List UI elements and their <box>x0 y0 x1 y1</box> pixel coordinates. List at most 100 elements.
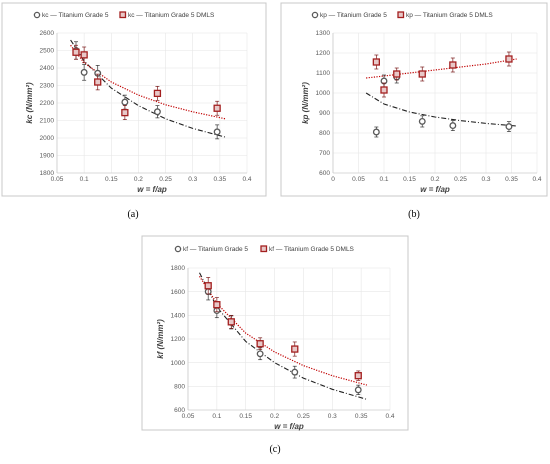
legend-label: kf — Titanium Grade 5 <box>183 246 248 253</box>
panel-a-frame <box>1 2 267 197</box>
data-point-square <box>380 86 388 94</box>
caption-b: (b) <box>408 209 420 220</box>
y-axis-label: kc (N/mm²) <box>25 82 34 124</box>
legend-marker-square <box>119 11 127 19</box>
y-tick-label: 2600 <box>40 30 55 37</box>
legend-marker-circle <box>33 11 41 19</box>
y-tick-label: 800 <box>174 384 185 391</box>
panel-c-frame <box>141 235 409 431</box>
data-point-square <box>393 70 401 78</box>
caption-c: (c) <box>269 444 280 455</box>
x-tick-label: 0.3 <box>328 413 337 420</box>
x-tick-label: 0.05 <box>352 176 365 183</box>
x-tick-label: 0.2 <box>134 176 143 183</box>
y-tick-label: 1300 <box>316 30 331 37</box>
data-point-square <box>291 345 299 353</box>
y-tick-label: 1600 <box>171 289 186 296</box>
panel-a: 1800 1900 2000 2100 2200 2300 2400 2500 2600 0.05… <box>1 2 267 220</box>
legend-label: kp — Titanium Grade 5 DMLS <box>406 12 493 19</box>
y-tick-label: 1000 <box>171 360 186 367</box>
x-tick-label: 0.05 <box>182 413 195 420</box>
data-point-square <box>372 58 381 66</box>
legend-label: kf — Titanium Grade 5 DMLS <box>269 246 355 253</box>
legend-label: kp — Titanium Grade 5 <box>320 12 387 19</box>
x-tick-label: 0.35 <box>355 413 368 420</box>
x-tick-label: 0.2 <box>270 413 279 420</box>
data-point-circle <box>80 68 88 76</box>
y-tick-label: 1200 <box>171 336 186 343</box>
y-tick-label: 2000 <box>40 135 55 142</box>
data-point-square <box>204 282 212 290</box>
y-tick-label: 2100 <box>40 118 55 125</box>
y-tick-label: 1200 <box>316 50 331 57</box>
panel-c: 600 800 1000 1200 1400 1600 1800 0.05 0.1 0.15 0.2… <box>141 235 409 455</box>
data-point-square <box>121 108 129 117</box>
data-point-square <box>227 318 235 326</box>
y-tick-label: 1000 <box>316 90 331 97</box>
data-point-circle <box>291 368 299 376</box>
x-tick-label: 0.25 <box>454 176 467 183</box>
y-tick-label: 600 <box>174 407 185 414</box>
x-tick-label: 0.25 <box>159 176 172 183</box>
data-point-circle <box>449 122 457 130</box>
x-tick-label: 0.3 <box>481 176 490 183</box>
x-tick-label: 0.4 <box>385 413 394 420</box>
x-tick-label: 0.1 <box>80 176 89 183</box>
y-axis-label: kf (N/mm²) <box>156 319 165 359</box>
chart-b: 600 700 800 900 1000 1100 1200 1300 0 0.05 0.1 0.15… <box>301 11 542 194</box>
y-tick-label: 800 <box>319 130 330 137</box>
data-point-square <box>449 61 457 69</box>
chart-a: 1800 1900 2000 2100 2200 2300 2400 2500 2600 0.05… <box>25 11 252 194</box>
chart-c: 600 800 1000 1200 1400 1600 1800 0.05 0.1 0.15 0.2… <box>156 245 395 431</box>
x-tick-label: 0.35 <box>505 176 518 183</box>
data-point-square <box>505 55 513 63</box>
x-axis-label: w = f/ap <box>274 422 304 431</box>
data-point-circle <box>505 123 513 131</box>
legend-label: kc — Titanium Grade 5 DMLS <box>128 12 215 19</box>
y-tick-label: 2300 <box>40 83 55 90</box>
legend-marker-square <box>260 245 268 253</box>
data-point-circle <box>153 108 161 116</box>
x-tick-label: 0.15 <box>105 176 118 183</box>
x-tick-label: 0.35 <box>214 176 227 183</box>
x-tick-label: 0.4 <box>532 176 541 183</box>
y-tick-label: 1100 <box>316 70 330 77</box>
data-point-circle <box>418 117 426 125</box>
fit-curve-wrought <box>199 272 368 400</box>
data-point-square <box>72 48 80 56</box>
y-tick-label: 1400 <box>171 313 186 320</box>
data-point-square <box>213 301 221 309</box>
data-point-square <box>80 51 88 59</box>
data-point-square <box>418 70 426 78</box>
legend-label: kc — Titanium Grade 5 <box>42 12 109 19</box>
x-tick-label: 0.25 <box>297 413 310 420</box>
data-point-circle <box>354 386 362 394</box>
data-point-square <box>213 104 221 112</box>
data-point-circle <box>256 350 264 358</box>
x-tick-label: 0.3 <box>188 176 197 183</box>
legend-marker-square <box>397 11 405 19</box>
x-tick-label: 0.15 <box>403 176 416 183</box>
y-tick-label: 1900 <box>40 153 55 160</box>
data-point-square <box>153 89 162 98</box>
x-axis-label: w = f/ap <box>137 185 167 194</box>
y-tick-label: 2200 <box>40 100 55 107</box>
x-tick-label: 0.1 <box>212 413 221 420</box>
data-point-circle <box>121 98 129 106</box>
y-tick-label: 2400 <box>40 65 55 72</box>
data-point-square <box>94 78 102 86</box>
data-point-square <box>354 372 362 380</box>
y-tick-label: 1800 <box>40 170 55 177</box>
x-tick-label: 0 <box>331 176 335 183</box>
fit-curve-wrought <box>365 92 517 127</box>
x-tick-label: 0.15 <box>239 413 252 420</box>
data-point-circle <box>372 128 380 136</box>
x-axis-label: w = f/ap <box>420 185 450 194</box>
y-tick-label: 1800 <box>171 265 186 272</box>
panel-b: 600 700 800 900 1000 1100 1200 1300 0 0.05 0.1 0.15… <box>280 2 548 220</box>
legend-marker-circle <box>174 245 182 253</box>
y-tick-label: 900 <box>319 110 330 117</box>
legend-marker-circle <box>311 11 319 19</box>
x-tick-label: 0.05 <box>51 176 64 183</box>
panel-b-frame <box>280 2 548 197</box>
